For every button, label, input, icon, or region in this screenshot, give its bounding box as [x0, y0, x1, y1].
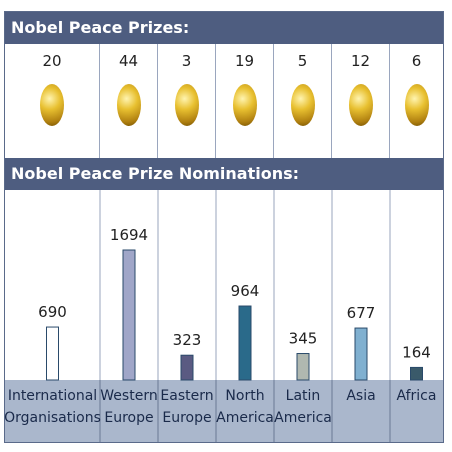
nominations-header: Nobel Peace Prize Nominations:	[5, 158, 443, 190]
bar	[238, 305, 252, 381]
prize-cell: 20	[5, 44, 100, 158]
gold-medal-icon	[348, 84, 373, 126]
prize-cell: 5	[274, 44, 332, 158]
gold-medal-icon	[404, 84, 429, 126]
prize-count: 6	[411, 52, 422, 70]
category-label: America	[216, 410, 274, 426]
data-label: 690	[38, 303, 67, 321]
prize-count: 20	[42, 52, 62, 70]
data-label: 677	[347, 304, 376, 322]
prize-cell: 3	[158, 44, 216, 158]
nobel-peace-panel: Nobel Peace Prizes: 20 44 3 19 5 12 6 Nobel Pe…	[4, 11, 444, 443]
nominations-chart: 690 International Organisations 1694 Western…	[5, 190, 443, 442]
prize-count: 19	[234, 52, 255, 70]
prizes-row: 20 44 3 19 5 12 6	[5, 44, 443, 158]
data-label: 164	[402, 343, 431, 361]
category-label: Europe	[104, 410, 153, 426]
category-label: Europe	[162, 410, 211, 426]
bar	[354, 327, 368, 381]
prize-cell: 44	[100, 44, 158, 158]
prize-cell: 12	[332, 44, 390, 158]
gold-medal-icon	[232, 84, 257, 126]
prize-count: 3	[181, 52, 192, 70]
category-band	[5, 380, 443, 442]
prize-cell: 19	[216, 44, 274, 158]
category-label: Eastern	[160, 388, 213, 404]
category-label: Asia	[346, 388, 375, 404]
data-label: 964	[231, 282, 260, 300]
category-label: America	[274, 410, 332, 426]
prize-count: 5	[297, 52, 308, 70]
category-label: Latin	[286, 388, 321, 404]
gold-medal-icon	[174, 84, 199, 126]
category-label: Western	[100, 388, 157, 404]
data-label: 1694	[110, 226, 148, 244]
category-label: Africa	[397, 388, 437, 404]
gold-medal-icon	[40, 84, 64, 126]
bar	[296, 353, 310, 381]
prize-count: 44	[118, 52, 139, 70]
category-label: International	[8, 388, 97, 404]
category-label: Organisations	[5, 410, 101, 426]
bar	[410, 366, 423, 381]
prize-cell: 6	[390, 44, 443, 158]
prize-count: 12	[350, 52, 371, 70]
bar	[122, 249, 136, 381]
nominations-chart-svg: 690 International Organisations 1694 Western…	[5, 190, 443, 442]
data-label: 345	[289, 330, 318, 348]
gold-medal-icon	[116, 84, 141, 126]
bar	[180, 354, 194, 381]
gold-medal-icon	[290, 84, 315, 126]
bar	[46, 326, 59, 381]
category-label: North	[225, 388, 264, 404]
data-label: 323	[173, 331, 202, 349]
prizes-header: Nobel Peace Prizes:	[5, 12, 443, 44]
